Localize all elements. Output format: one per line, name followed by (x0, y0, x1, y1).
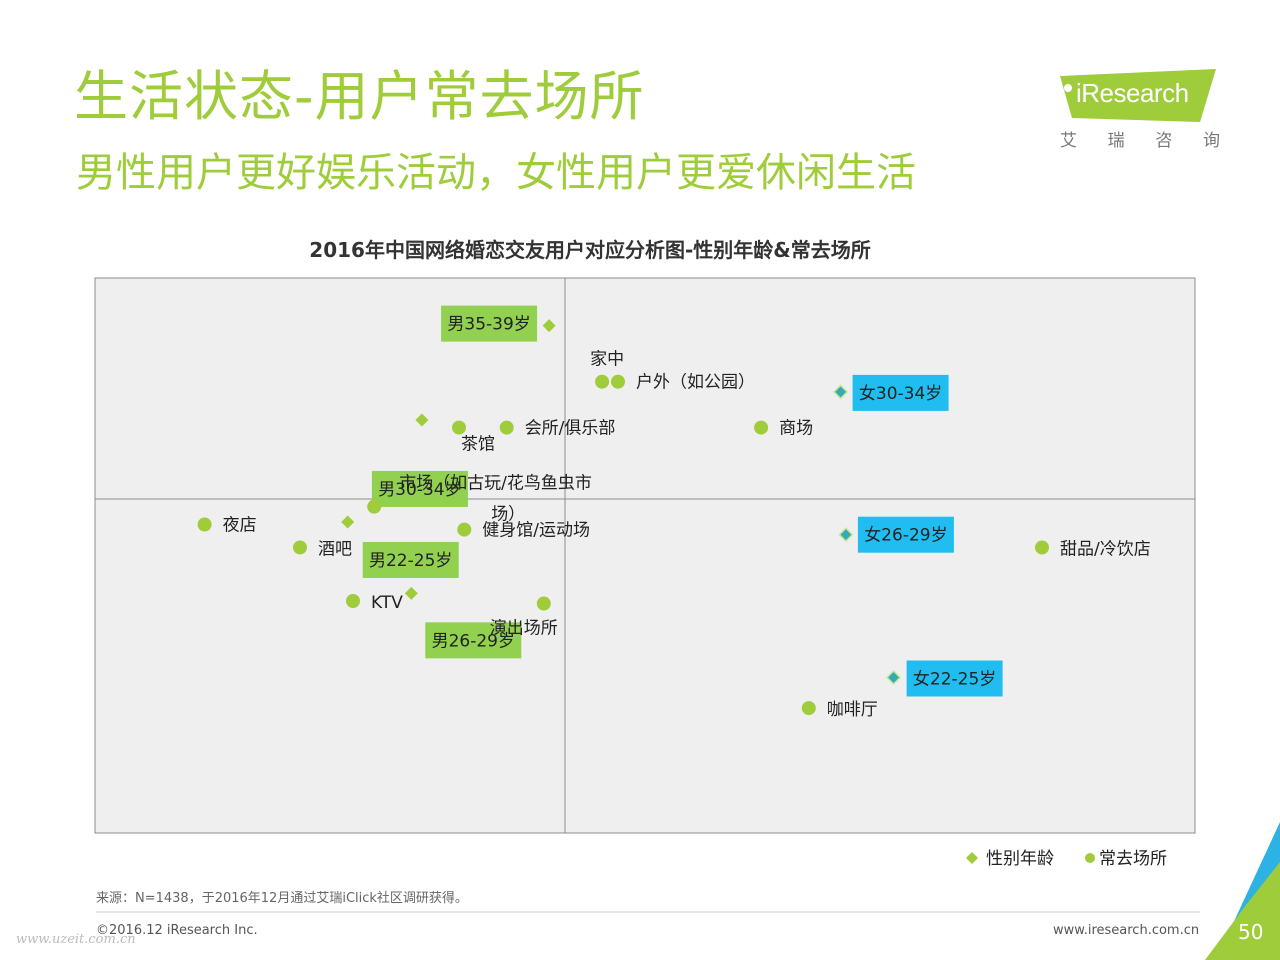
place-label: 户外（如公园） (636, 373, 755, 393)
segment-tag (441, 305, 538, 342)
logo-chinese: 艾 瑞 咨 询 (1060, 126, 1220, 151)
logo-banner (1060, 69, 1216, 122)
copyright-text: ©2016.12 iResearch Inc. (96, 923, 258, 938)
segment-label: 女30-34岁 (859, 384, 942, 404)
logo-char: 询 (1202, 131, 1220, 151)
logo-text: iResearch (1076, 78, 1189, 108)
place-marker (611, 374, 625, 389)
segment-label: 男22-25岁 (369, 551, 452, 571)
segment-marker (833, 384, 849, 400)
logo-char: 咨 (1155, 131, 1173, 151)
segment-label: 男30-34岁 (378, 480, 461, 500)
corner-triangle-blue (1230, 822, 1280, 930)
place-marker (367, 499, 382, 514)
segment-marker (886, 669, 902, 686)
slide-title: 生活状态-用户常去场所 (74, 65, 645, 128)
segment-tag (425, 622, 522, 659)
slide-subtitle: 男性用户更好娱乐活动，女性用户更爱休闲生活 (76, 150, 916, 196)
place-marker (801, 701, 816, 716)
segment-marker (838, 527, 854, 543)
place-label: 会所/俱乐部 (525, 419, 616, 439)
legend-label: 性别年龄 (986, 849, 1054, 869)
place-label: 市场（如古玩/花鸟鱼虫市 (399, 474, 592, 494)
page-number: 50 (1238, 920, 1264, 944)
segment-marker (341, 515, 355, 529)
legend-circle-icon (1085, 853, 1095, 863)
iresearch-logo: iResearch 艾 瑞 咨 询 (1054, 66, 1224, 156)
segment-marker (542, 319, 556, 333)
place-label: 商场 (779, 419, 813, 439)
place-label: 家中 (590, 350, 624, 370)
place-marker (293, 540, 307, 555)
source-note: 来源：N=1438，于2016年12月通过艾瑞iClick社区调研获得。 (96, 891, 468, 906)
place-marker (595, 374, 610, 389)
place-label: 茶馆 (461, 435, 495, 455)
place-marker (457, 522, 472, 537)
segment-marker (415, 413, 429, 427)
segment-marker (404, 586, 418, 600)
place-marker (754, 420, 769, 435)
place-marker (536, 596, 551, 611)
logo-char: 艾 (1060, 131, 1077, 151)
place-label: 夜店 (223, 516, 257, 536)
place-label: 甜品/冷饮店 (1060, 539, 1151, 559)
place-marker (1035, 540, 1049, 555)
place-label: 场） (491, 505, 525, 525)
chart-title: 2016年中国网络婚恋交友用户对应分析图-性别年龄&常去场所 (309, 238, 871, 262)
segment-label: 女26-29岁 (864, 526, 947, 546)
place-label: 酒吧 (318, 539, 352, 559)
place-marker (452, 420, 466, 435)
website-link[interactable]: www.iresearch.com.cn (1053, 923, 1200, 938)
segment-tag (852, 374, 949, 411)
place-label: 咖啡厅 (827, 700, 878, 720)
segment-label: 女22-25岁 (913, 670, 996, 690)
segment-tag (857, 516, 954, 553)
segment-tag (371, 470, 468, 507)
segment-label: 男26-29岁 (432, 631, 515, 651)
place-marker (346, 594, 360, 608)
watermark: www.uzeit.com.cn (16, 932, 136, 947)
legend-diamond-icon (966, 852, 978, 864)
corner-triangle-green (1205, 862, 1280, 960)
plot-area (94, 277, 1196, 834)
segment-tag (362, 541, 459, 578)
place-label: 演出场所 (490, 619, 558, 639)
segment-label: 男35-39岁 (447, 315, 530, 335)
legend-label: 常去场所 (1099, 849, 1167, 869)
logo-char: 瑞 (1107, 131, 1125, 151)
place-label: 健身馆/运动场 (482, 521, 590, 541)
place-marker (197, 517, 212, 532)
place-marker (499, 420, 514, 435)
place-label: KTV (371, 593, 403, 613)
segment-tag (906, 660, 1003, 697)
